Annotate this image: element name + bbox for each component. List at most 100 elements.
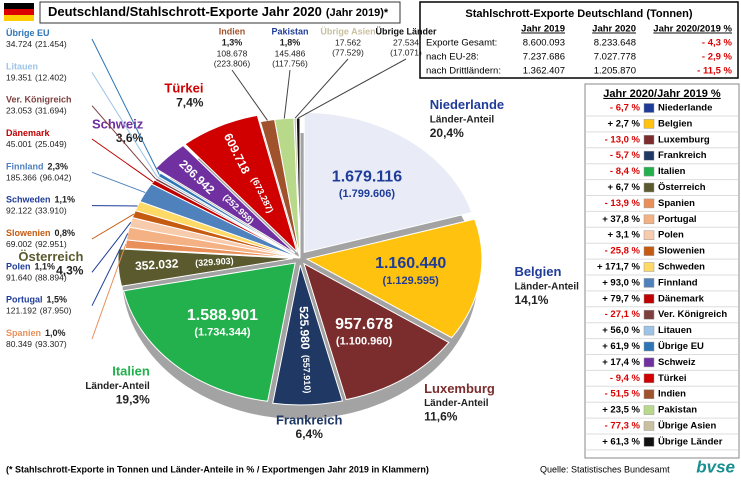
change-value: + 2,7 % (608, 118, 641, 129)
value-2019-label: (77.529) (332, 47, 364, 57)
value: 23.053 (6, 106, 32, 116)
value: 121.192 (6, 306, 37, 316)
change-name: Österreich (658, 182, 706, 193)
change-name: Übrige Asien (658, 421, 716, 432)
share-caption: Länder-Anteil (85, 381, 150, 392)
source: Quelle: Statistisches Bundesamt (540, 464, 670, 474)
swatch (643, 230, 655, 240)
leader-line (91, 138, 154, 183)
swatch (643, 135, 655, 145)
change-name: Indien (658, 389, 686, 400)
swatch (643, 373, 655, 384)
swatch (643, 198, 655, 209)
leader-line (91, 105, 156, 180)
summary-cell: - 11,5 % (697, 66, 732, 77)
swatch (643, 262, 655, 272)
value-2019: (31.694) (35, 106, 67, 116)
share-label: 2,3% (48, 162, 69, 172)
change-value: + 37,8 % (602, 214, 640, 225)
summary-header: Jahr 2020 (592, 24, 636, 35)
pie-slice (295, 117, 301, 259)
value-2019: (87.950) (40, 306, 72, 316)
change-name: Pakistan (658, 405, 697, 416)
change-name: Polen (658, 230, 684, 241)
value: 185.366 (6, 173, 37, 183)
country-name: Spanien (6, 328, 41, 338)
share-label: 1,8% (280, 37, 301, 47)
swatch (643, 150, 655, 161)
change-value: + 56,0 % (602, 325, 640, 336)
swatch (643, 325, 655, 336)
value-label: 145.486 (275, 48, 306, 58)
value: 69.002 (6, 239, 32, 249)
country-label: Pakistan (271, 26, 308, 36)
swatch (643, 421, 655, 431)
share-caption: Länder-Anteil (430, 114, 495, 125)
country-label: Belgien (514, 264, 561, 279)
value-2019: (25.049) (35, 139, 67, 149)
value-2019: (12.402) (35, 73, 67, 83)
change-name: Türkei (658, 373, 687, 384)
leader-line (231, 69, 268, 121)
swatch (643, 119, 655, 129)
pie-slice (123, 262, 296, 402)
value-2019: (96.042) (40, 173, 72, 183)
country-name: Schweden (6, 195, 51, 205)
summary-header: Jahr 2020/2019 % (653, 24, 732, 35)
change-name: Belgien (658, 118, 693, 129)
value-label: 525.980 (297, 306, 313, 350)
country-label: Übrige Länder (375, 26, 437, 36)
country-name: Portugal (6, 295, 43, 305)
summary-box (419, 1, 739, 79)
swatch (643, 294, 655, 304)
share-label: 11,6% (424, 410, 458, 424)
share-caption: Länder-Anteil (424, 398, 489, 409)
swatch (643, 389, 655, 399)
value: 91.640 (6, 273, 32, 283)
change-name: Portugal (658, 214, 697, 225)
change-value: - 13,9 % (605, 198, 641, 209)
summary-header: Jahr 2019 (521, 24, 565, 35)
change-value: + 23,5 % (602, 405, 640, 416)
value-label: 45.001 (25.049) (6, 139, 67, 149)
country-label: Dänemark (6, 128, 51, 138)
swatch (643, 309, 655, 320)
summary-cell: 7.027.778 (594, 52, 636, 63)
value-2019: (33.910) (35, 206, 67, 216)
chart-title: Deutschland/Stahlschrott-Exporte Jahr 20… (48, 4, 389, 19)
swatch (643, 341, 655, 352)
country-label: Übrige EU (6, 28, 50, 38)
change-name: Übrige Länder (658, 436, 723, 447)
country-name: Finnland (6, 162, 44, 172)
change-value: - 27,1 % (605, 309, 641, 320)
country-label: Frankreich (276, 412, 343, 427)
pie (117, 111, 483, 406)
value-label: 17.562 (335, 37, 361, 47)
share-label: 6,4% (296, 427, 324, 441)
flag-stripe (4, 9, 34, 15)
tables: Stahlschrott-Exporte Deutschland (Tonnen… (426, 8, 738, 451)
share-label: 7,4% (176, 95, 204, 109)
leader-line (294, 58, 349, 119)
change-name: Slowenien (658, 246, 705, 257)
value-label: 27.534 (393, 37, 419, 47)
pie-slice (184, 114, 298, 254)
summary-title: Stahlschrott-Exporte Deutschland (Tonnen… (465, 8, 692, 20)
change-value: - 9,4 % (610, 373, 641, 384)
change-name: Frankreich (658, 150, 707, 161)
value-2019-label: (117.756) (272, 58, 308, 68)
country-label: Türkei (164, 81, 203, 96)
change-title: Jahr 2020/Jahr 2019 % (603, 88, 721, 100)
swatch (643, 357, 655, 368)
title-main: Deutschland/Stahlschrott-Exporte Jahr 20… (48, 4, 322, 19)
share-caption: Länder-Anteil (514, 281, 579, 292)
leader-line (91, 222, 132, 273)
change-value: + 93,0 % (602, 277, 640, 288)
country-label: Spanien 1,0% (6, 328, 66, 338)
value: 92.122 (6, 206, 32, 216)
change-name: Luxemburg (658, 134, 710, 145)
summary-cell: - 2,9 % (702, 52, 733, 63)
change-value: - 77,3 % (605, 421, 641, 432)
